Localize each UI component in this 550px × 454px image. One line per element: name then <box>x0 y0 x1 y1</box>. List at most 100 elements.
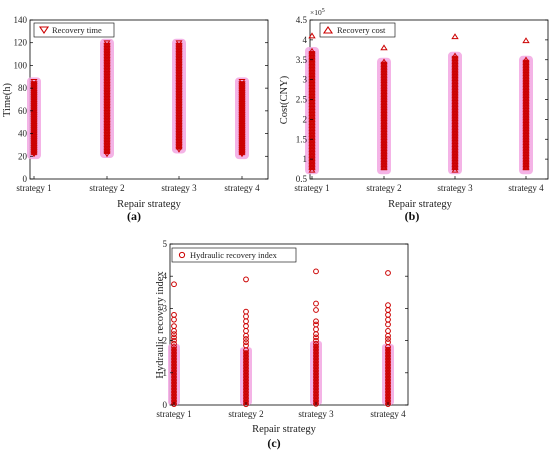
data-point <box>103 137 111 144</box>
data-point <box>308 101 316 107</box>
data-point <box>522 97 530 104</box>
data-point <box>308 71 316 78</box>
data-points-b <box>305 32 533 175</box>
plot-frame-b <box>309 19 549 180</box>
data-point <box>308 83 316 90</box>
data-point <box>175 91 183 97</box>
data-point <box>308 149 316 155</box>
data-point <box>308 125 316 131</box>
data-point <box>171 392 177 398</box>
data-point <box>522 75 530 82</box>
data-point <box>171 365 177 371</box>
data-point <box>308 95 316 102</box>
data-point <box>380 99 388 105</box>
data-point <box>308 62 316 69</box>
data-point <box>451 161 459 167</box>
data-point <box>522 73 530 79</box>
data-point <box>451 63 459 70</box>
data-point <box>451 115 459 122</box>
data-point <box>380 74 388 81</box>
data-point <box>103 48 111 55</box>
data-point <box>171 356 177 362</box>
data-point <box>380 120 388 127</box>
data-point <box>171 389 177 395</box>
data-point <box>175 141 183 148</box>
series-column-1 <box>305 32 319 175</box>
data-point <box>385 389 391 395</box>
data-point <box>103 84 111 91</box>
data-point <box>385 359 391 365</box>
data-point <box>308 143 316 149</box>
data-point <box>385 347 391 353</box>
data-point <box>175 109 183 116</box>
legend-marker-a <box>38 26 50 34</box>
x-tick-label: strategy 3 <box>437 183 473 193</box>
data-points-c <box>168 268 394 408</box>
data-point <box>313 382 319 389</box>
data-point <box>103 107 111 113</box>
data-point <box>103 65 111 72</box>
exponent-base-b: ×10 <box>310 8 322 17</box>
legend-marker-b <box>322 26 334 34</box>
data-point <box>313 400 319 407</box>
data-point <box>313 364 319 371</box>
x-tick-label: strategy 1 <box>16 183 51 193</box>
x-tick-label: strategy 1 <box>294 183 329 193</box>
data-point <box>175 120 183 127</box>
data-point <box>103 43 111 49</box>
data-point <box>380 126 388 132</box>
data-point <box>171 362 177 368</box>
data-point <box>380 142 388 149</box>
data-point <box>380 58 388 65</box>
data-point <box>451 138 459 144</box>
data-point <box>308 65 316 72</box>
data-point <box>175 125 183 132</box>
data-point <box>308 131 316 137</box>
data-point <box>451 124 459 130</box>
data-point <box>380 153 388 160</box>
data-point <box>451 164 459 170</box>
data-point <box>103 123 111 130</box>
data-point <box>385 374 391 380</box>
data-point <box>175 128 183 135</box>
data-point <box>308 98 316 105</box>
data-point <box>171 331 177 338</box>
data-point <box>171 316 177 323</box>
data-point <box>313 337 319 344</box>
outlier-point <box>451 33 459 40</box>
data-point <box>522 78 530 85</box>
data-point <box>171 377 177 383</box>
data-point <box>175 75 183 81</box>
data-point <box>103 121 111 127</box>
data-point <box>171 386 177 392</box>
data-point <box>385 380 391 386</box>
data-point <box>380 158 388 165</box>
data-point <box>175 133 183 140</box>
data-point <box>308 53 316 60</box>
data-point <box>171 371 177 377</box>
x-tick-label: strategy 4 <box>508 183 544 193</box>
data-point <box>522 70 530 76</box>
data-point <box>451 86 459 93</box>
data-point <box>243 395 249 402</box>
x-tick-label: strategy 4 <box>370 409 406 419</box>
data-point <box>522 125 530 132</box>
data-point <box>308 89 316 96</box>
data-point <box>171 334 177 341</box>
data-point <box>313 340 319 347</box>
data-point <box>103 82 111 88</box>
y-tick-label: 80 <box>18 83 28 93</box>
data-point <box>175 64 183 71</box>
data-point <box>380 72 388 78</box>
series-column-4 <box>235 77 249 160</box>
data-point <box>243 350 249 357</box>
data-point <box>175 80 183 87</box>
legend-a: Recovery time <box>33 22 115 38</box>
series-column-3 <box>448 33 462 175</box>
y-tick-label: 2 <box>303 114 308 124</box>
data-point <box>313 370 319 377</box>
data-point <box>103 129 111 136</box>
data-point <box>243 342 249 349</box>
data-point <box>243 339 249 346</box>
data-point <box>308 77 316 84</box>
